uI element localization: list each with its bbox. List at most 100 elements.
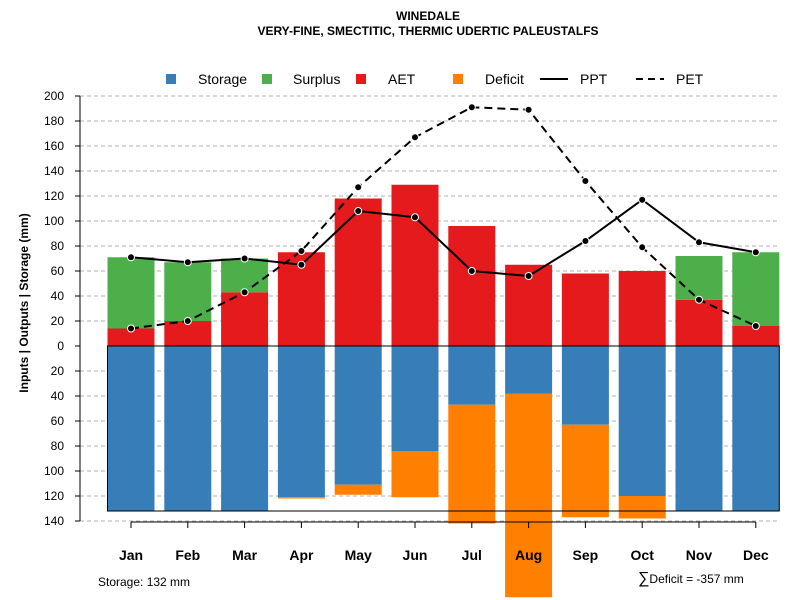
y-tick-label: 20 [51,314,65,328]
pet-point [127,324,135,333]
x-tick-label: Nov [686,547,713,563]
x-tick-label: Feb [175,547,200,563]
x-tick-label: Dec [743,547,769,563]
ppt-point [127,253,135,262]
x-tick-label: Jan [119,547,143,563]
ppt-point [183,258,192,267]
storage-bar [107,346,155,511]
storage-bar [448,346,496,405]
chart-subtitle: VERY-FINE, SMECTITIC, THERMIC UDERTIC PA… [257,24,598,38]
pet-point [240,288,249,297]
legend-pet-label: PET [676,71,704,87]
storage-bar [277,346,325,498]
storage-bar [561,346,609,425]
series-lines [107,103,780,512]
pet-point [524,105,533,114]
surplus-bar [107,257,155,329]
y-tick-label: 40 [51,389,65,403]
deficit-total: ∑Deficit = -357 mm [638,570,744,588]
legend-storage-label: Storage [198,71,247,87]
y-tick-label: 200 [44,89,64,103]
y-tick-label: 180 [44,114,64,128]
storage-bar [505,346,553,394]
storage-bar [221,346,269,511]
ppt-point [751,248,760,257]
ppt-point [240,254,249,263]
pet-point [751,322,760,330]
x-tick-label: Sep [573,547,599,563]
surplus-bar [732,252,780,326]
pet-point [467,103,476,112]
legend-storage-swatch [166,74,176,84]
ppt-point [297,260,306,269]
x-tick-label: Jun [403,547,428,563]
deficit-bar [277,497,325,499]
storage-bar [334,346,382,485]
storage-bar [164,346,212,511]
y-tick-label: 160 [44,139,64,153]
y-tick-label: 120 [44,489,64,503]
sigma-symbol: ∑ [638,570,650,587]
aet-bar [107,328,155,346]
pet-point [695,295,703,304]
bars [107,184,780,598]
y-tick-label: 120 [44,189,64,203]
aet-bar [448,226,496,346]
deficit-bar [391,451,439,498]
deficit-total-label: Deficit = -357 mm [649,572,744,586]
x-tick-label: May [345,547,372,563]
pet-point [411,133,419,142]
legend-surplus-label: Surplus [293,71,340,87]
y-axis-label: Inputs | Outputs | Storage (mm) [17,213,31,392]
y-tick-label: 80 [51,239,65,253]
y-axis: 2001801601401201008060402002040608010012… [44,89,81,528]
ppt-point [411,213,419,222]
y-tick-label: 40 [51,289,65,303]
deficit-bar [618,496,666,519]
storage-bar [732,346,780,511]
ppt-point [524,272,533,280]
x-tick-label: Aug [515,547,542,563]
storage-bar [618,346,666,496]
pet-point [581,177,590,185]
legend-surplus-swatch [262,74,272,84]
x-tick-label: Mar [232,547,257,563]
pet-point [183,317,192,325]
y-tick-label: 20 [51,364,65,378]
deficit-bar [334,484,382,495]
y-tick-label: 60 [51,414,65,428]
deficit-bar [561,424,609,518]
deficit-bar [505,393,553,598]
y-tick-label: 80 [51,439,65,453]
aet-bar [732,326,780,346]
legend: Storage Surplus AET Deficit PPT PET [166,71,704,87]
legend-ppt-label: PPT [580,71,608,87]
surplus-bar [221,258,269,293]
x-axis: Jan Feb Mar Apr May Jun Jul Aug Sep Oct Nov Dec [119,521,769,563]
y-tick-label: 0 [57,339,64,353]
legend-aet-swatch [356,74,366,84]
y-tick-label: 100 [44,464,64,478]
storage-bar [391,346,439,451]
ppt-line [130,198,756,278]
pet-point [297,247,306,255]
aet-bar [164,321,212,346]
storage-bar [675,346,723,511]
storage-note: Storage: 132 mm [98,575,191,589]
pet-line [130,106,757,330]
y-tick-label: 100 [44,214,64,228]
ppt-point [581,237,590,245]
chart-title: WINEDALE [396,9,460,23]
legend-aet-label: AET [388,71,416,87]
surplus-bar [675,256,723,300]
x-tick-label: Jul [462,547,482,563]
ppt-point [695,238,703,247]
pet-point [638,243,647,252]
aet-bar [221,292,269,346]
y-tick-label: 140 [44,514,64,528]
y-tick-label: 60 [51,264,65,278]
ppt-point [467,267,476,275]
aet-bar [618,271,666,346]
x-tick-label: Apr [289,547,314,563]
